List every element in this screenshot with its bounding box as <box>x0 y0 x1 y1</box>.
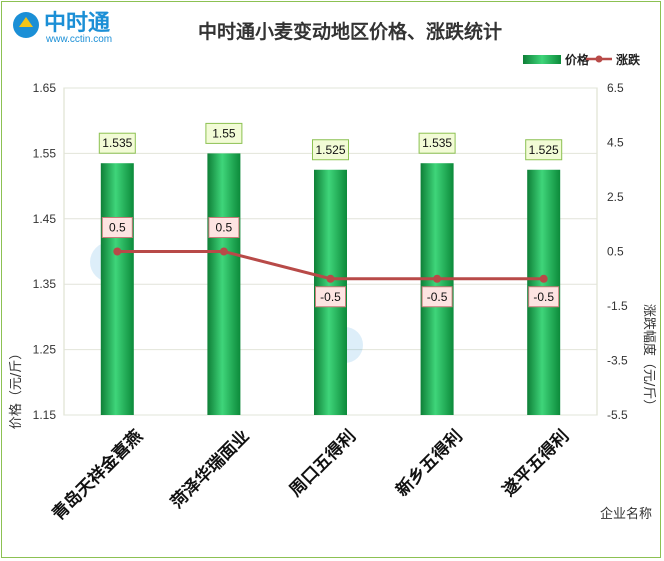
change-point <box>433 274 442 283</box>
bar-labels: 1.535 1.55 1.525 1.535 1.525 <box>98 122 563 161</box>
x-axis-categories: 青岛天祥金喜燕 菏泽华瑞面业 周口五得利 新乡五得利 遂平五得利 <box>48 426 573 525</box>
y-tick-label: 1.35 <box>33 277 57 291</box>
legend: 价格 涨跌 <box>523 52 641 67</box>
logo-name: 中时通 <box>44 11 110 36</box>
logo: 中时通 www.cctin.com <box>13 11 112 45</box>
y2-axis-title: 涨跌幅度（元/斤） <box>641 304 657 412</box>
x-category-label: 周口五得利 <box>285 426 360 501</box>
legend-swatch-price <box>523 55 561 64</box>
change-point <box>219 247 228 256</box>
y-tick-label: 1.55 <box>33 146 57 160</box>
bar-label-text: 1.55 <box>212 126 236 140</box>
change-point <box>539 274 548 283</box>
change-point <box>113 247 122 256</box>
bar-label-text: 1.535 <box>102 136 132 150</box>
y2-tick-label: -1.5 <box>607 299 628 313</box>
bar-label-text: 1.525 <box>529 143 559 157</box>
y2-tick-label: -3.5 <box>607 354 628 368</box>
x-category-label: 菏泽华瑞面业 <box>166 426 253 513</box>
x-category-label: 新乡五得利 <box>392 426 467 501</box>
y-axis-title: 价格（元/斤） <box>8 347 24 429</box>
change-data-label: -0.5 <box>421 286 453 308</box>
y2-tick-label: 6.5 <box>607 81 624 95</box>
change-data-label: -0.5 <box>315 286 346 308</box>
y2-tick-label: 0.5 <box>607 245 624 259</box>
bar-data-label: 1.535 <box>418 132 456 154</box>
y-tick-label: 1.25 <box>33 343 57 357</box>
change-data-label: -0.5 <box>528 286 560 308</box>
logo-url: www.cctin.com <box>45 34 112 45</box>
y2-tick-label: 4.5 <box>607 136 624 150</box>
y2-tick-label: -5.5 <box>607 408 628 422</box>
change-line <box>113 247 548 283</box>
bar-label-text: 1.525 <box>315 143 345 157</box>
y2-tick-label: 2.5 <box>607 190 624 204</box>
bar-label-text: 1.535 <box>422 136 452 150</box>
bar-data-label: 1.525 <box>312 139 349 161</box>
bar <box>100 163 134 415</box>
change-data-label: 0.5 <box>208 217 240 238</box>
legend-label-price: 价格 <box>565 52 590 67</box>
bar-data-label: 1.55 <box>205 122 243 144</box>
y-tick-label: 1.45 <box>33 212 57 226</box>
change-label-text: -0.5 <box>533 290 554 304</box>
x-category-label: 遂平五得利 <box>498 426 573 501</box>
y-tick-label: 1.15 <box>33 408 57 422</box>
change-label-text: -0.5 <box>427 290 448 304</box>
bar-data-label: 1.535 <box>98 132 136 154</box>
line-labels: 0.5 0.5 -0.5 -0.5 -0.5 <box>101 217 560 308</box>
change-point <box>326 274 335 283</box>
bar-data-label: 1.525 <box>525 139 563 161</box>
bar <box>207 153 241 415</box>
y2-axis-ticks: -5.5 -3.5 -1.5 0.5 2.5 4.5 6.5 <box>607 81 628 422</box>
chart-title: 中时通小麦变动地区价格、涨跌统计 <box>198 20 502 43</box>
y-axis-ticks: 1.15 1.25 1.35 1.45 1.55 1.65 <box>33 81 57 422</box>
change-label-text: 0.5 <box>216 221 233 235</box>
change-label-text: -0.5 <box>320 290 341 304</box>
x-axis-title: 企业名称 <box>600 506 652 522</box>
change-data-label: 0.5 <box>101 217 133 238</box>
legend-label-change: 涨跌 <box>616 52 641 67</box>
x-category-label: 青岛天祥金喜燕 <box>48 426 147 525</box>
change-label-text: 0.5 <box>109 221 126 235</box>
y-tick-label: 1.65 <box>33 81 57 95</box>
